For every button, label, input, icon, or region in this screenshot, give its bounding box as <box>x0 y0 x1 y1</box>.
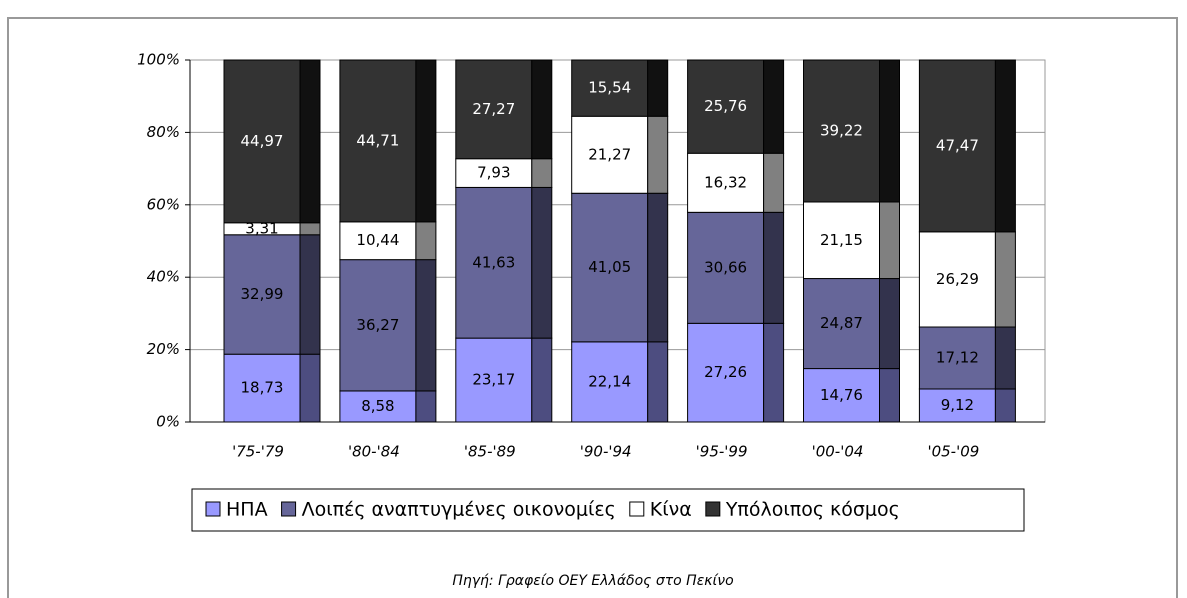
bar-side <box>531 158 553 188</box>
legend-label: Κίνα <box>650 499 692 521</box>
data-label: 16,32 <box>704 173 747 191</box>
legend-swatch <box>705 501 721 517</box>
data-label: 3,31 <box>245 219 278 237</box>
x-tick-label: '90-'94 <box>580 443 632 461</box>
data-label: 27,26 <box>704 363 747 381</box>
bar-segment <box>571 192 649 343</box>
legend-swatch <box>629 501 645 517</box>
legend-label: ΗΠΑ <box>226 499 268 521</box>
data-label: 36,27 <box>356 316 399 334</box>
data-label: 7,93 <box>477 164 510 182</box>
bar-side <box>647 192 669 343</box>
bar-side <box>879 278 900 370</box>
data-label: 8,58 <box>361 397 394 415</box>
bar-side <box>994 59 1016 233</box>
data-label: 23,17 <box>472 371 515 389</box>
x-tick-label: '05-'09 <box>927 443 979 461</box>
bar-segment <box>687 59 765 154</box>
data-label: 26,29 <box>936 270 979 288</box>
bar-side <box>415 390 437 423</box>
bar-segment <box>339 221 417 261</box>
y-tick-label: 60% <box>147 195 180 213</box>
bar-side <box>994 326 1016 390</box>
data-label: 25,76 <box>704 97 747 115</box>
source-note: Πηγή: Γραφείο ΟΕΥ Ελλάδος στο Πεκίνο <box>452 573 733 589</box>
data-label: 39,22 <box>820 121 863 139</box>
bar-side <box>879 59 900 203</box>
data-label: 18,73 <box>241 379 284 397</box>
bar-segment <box>918 59 996 233</box>
data-label: 41,05 <box>588 258 631 276</box>
data-label: 17,12 <box>936 348 979 366</box>
data-label: 21,27 <box>588 145 631 163</box>
data-label: 44,71 <box>356 131 399 149</box>
bar-segment <box>339 259 417 392</box>
bar-side <box>299 222 321 236</box>
bar-segment <box>803 201 880 280</box>
bar-segment <box>687 152 765 213</box>
bar-side <box>299 59 321 224</box>
bar-segment <box>803 59 880 203</box>
bar-side <box>415 259 437 392</box>
data-label: 14,76 <box>820 386 863 404</box>
data-label: 44,97 <box>241 132 284 150</box>
bar-segment <box>571 115 649 194</box>
bar-segment <box>687 322 765 423</box>
data-label: 21,15 <box>820 231 863 249</box>
data-label: 15,54 <box>588 79 631 97</box>
bar-side <box>531 186 553 339</box>
data-label: 27,27 <box>472 100 515 118</box>
bar-side <box>531 337 553 423</box>
bar-side <box>763 152 785 213</box>
y-tick-label: 40% <box>147 268 180 286</box>
data-label: 9,12 <box>941 396 974 414</box>
bar-segment <box>918 388 996 423</box>
y-tick-label: 100% <box>137 51 180 69</box>
legend-label: Υπόλοιπος κόσμος <box>725 499 900 521</box>
legend-swatch <box>205 501 221 517</box>
data-label: 32,99 <box>241 285 284 303</box>
bar-segment <box>803 368 880 423</box>
bar-side <box>763 211 785 324</box>
bar-side <box>647 115 669 194</box>
bar-side <box>647 341 669 423</box>
x-tick-label: '95-'99 <box>696 443 748 461</box>
legend-box <box>191 488 1025 532</box>
bar-side <box>994 388 1016 423</box>
data-label: 41,63 <box>472 253 515 271</box>
legend-label: Λοιπές αναπτυγμένες οικονομίες <box>302 499 616 521</box>
bar-segment <box>339 59 417 223</box>
data-label: 24,87 <box>820 314 863 332</box>
x-tick-label: '75-'79 <box>232 443 284 461</box>
bar-segment <box>571 341 649 423</box>
data-label: 10,44 <box>356 231 399 249</box>
x-tick-label: '85-'89 <box>464 443 516 461</box>
bar-side <box>415 221 437 261</box>
bar-side <box>647 59 669 117</box>
bar-side <box>299 353 321 423</box>
data-label: 47,47 <box>936 136 979 154</box>
bar-side <box>879 201 900 280</box>
bar-segment <box>803 278 880 370</box>
bar-side <box>763 59 785 154</box>
bar-side <box>415 59 437 223</box>
bar-side <box>531 59 553 160</box>
bar-side <box>299 234 321 355</box>
x-tick-label: '80-'84 <box>348 443 400 461</box>
bar-side <box>763 322 785 423</box>
bar-segment <box>223 234 301 355</box>
bar-side <box>994 231 1016 328</box>
x-tick-label: '00-'04 <box>812 443 864 461</box>
y-tick-label: 20% <box>147 340 180 358</box>
data-label: 22,14 <box>588 372 631 390</box>
bar-segment <box>223 59 301 224</box>
y-tick-label: 0% <box>156 413 180 431</box>
bar-segment <box>571 59 649 117</box>
y-tick-label: 80% <box>147 123 180 141</box>
bar-side <box>879 368 900 423</box>
legend-swatch <box>281 501 297 517</box>
data-label: 30,66 <box>704 258 747 276</box>
